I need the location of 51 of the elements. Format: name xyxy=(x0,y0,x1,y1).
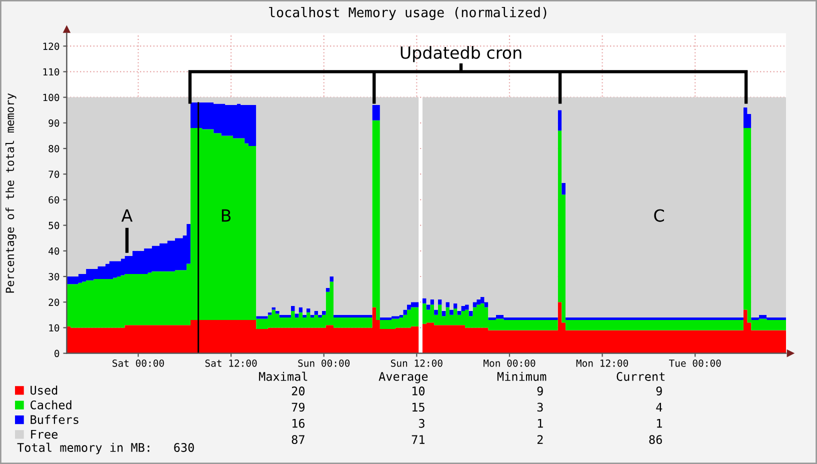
x-tick-label: Mon 00:00 xyxy=(484,359,536,367)
y-tick-label: 0 xyxy=(54,350,60,358)
annotation: A xyxy=(121,209,133,222)
text: 4 xyxy=(656,402,662,412)
text: 9 xyxy=(656,386,662,396)
text: Maximal xyxy=(259,372,308,381)
legend-label: Buffers xyxy=(30,414,78,424)
text: 20 xyxy=(292,386,305,396)
annotation: B xyxy=(222,209,231,222)
text: 1 xyxy=(657,419,662,428)
x-tick-label: Sat 12:00 xyxy=(205,359,257,367)
y-tick-label: 80 xyxy=(48,145,60,152)
text: Average xyxy=(378,372,428,384)
text: Minimum xyxy=(497,372,546,381)
y-tick-label: 110 xyxy=(43,68,60,76)
x-tick-label: Mon 12:00 xyxy=(576,359,628,367)
text: 1 xyxy=(538,419,543,428)
x-tick-label: Sun 12:00 xyxy=(391,359,442,367)
y-tick-label: 30 xyxy=(48,273,60,280)
text: 9 xyxy=(537,386,543,396)
y-tick-label: 120 xyxy=(43,42,60,50)
text: 2 xyxy=(537,435,543,444)
y-tick-label: 10 xyxy=(49,324,60,332)
text: 87 xyxy=(292,435,304,444)
text: 3 xyxy=(537,402,543,412)
chart-title: localhost Memory usage (normalized) xyxy=(269,6,546,20)
x-tick-label: Sun 00:00 xyxy=(298,359,350,367)
y-tick-label: 100 xyxy=(43,94,60,102)
text: Total memory in MB: 630 xyxy=(17,442,194,454)
text: 71 xyxy=(412,435,424,444)
legend-label: Cached xyxy=(30,400,72,410)
legend-label: Free xyxy=(31,430,58,439)
legend-label: Used xyxy=(30,386,58,395)
y-axis-title: Percentage of the total memory xyxy=(5,93,16,293)
x-tick-label: Tue 00:00 xyxy=(669,359,721,367)
y-tick-label: 90 xyxy=(48,119,60,127)
annotation: C xyxy=(654,209,664,222)
y-tick-label: 70 xyxy=(48,170,60,178)
x-tick-label: Sat 00:00 xyxy=(112,359,164,367)
text: 10 xyxy=(412,386,425,396)
text: Current xyxy=(616,372,665,381)
text: 3 xyxy=(418,418,424,428)
y-tick-label: 50 xyxy=(48,222,60,230)
text: 79 xyxy=(292,402,304,412)
y-tick-label: 60 xyxy=(48,196,60,204)
text: 15 xyxy=(412,402,424,412)
y-tick-label: 20 xyxy=(48,298,60,306)
text: 16 xyxy=(292,418,305,428)
text: 86 xyxy=(649,435,662,444)
y-tick-label: 40 xyxy=(48,247,60,255)
annotation: Updatedb cron xyxy=(400,46,522,62)
